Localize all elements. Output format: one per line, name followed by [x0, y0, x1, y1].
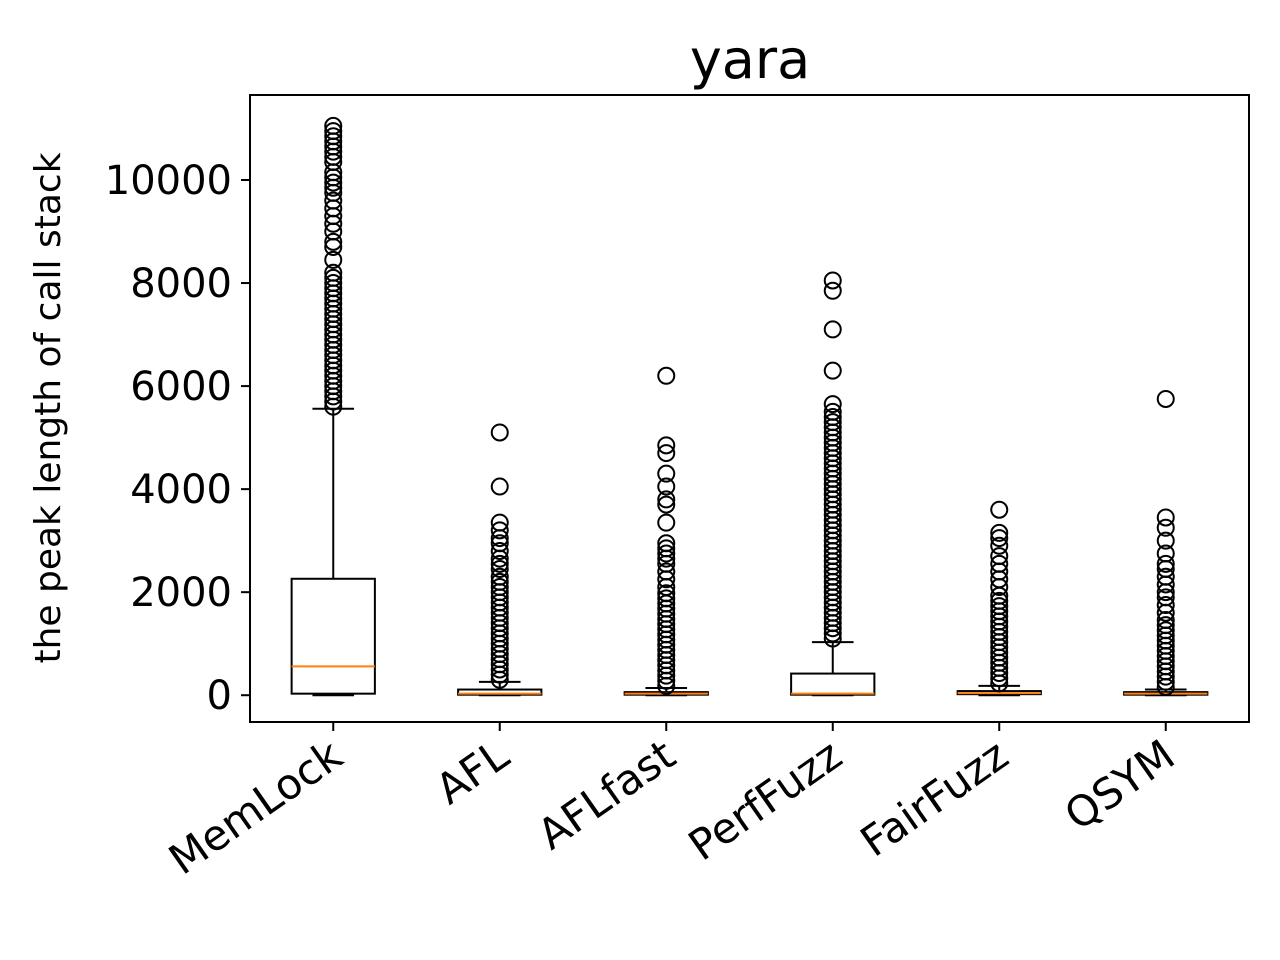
outlier-point	[490, 567, 509, 586]
outlier-point	[657, 444, 676, 463]
y-tick-label: 10000	[105, 158, 232, 204]
outlier-point	[490, 521, 509, 540]
outlier-point	[990, 597, 1009, 616]
outlier-point	[324, 268, 343, 287]
outlier-point	[657, 513, 676, 532]
outlier-point	[324, 122, 343, 141]
outlier-point	[490, 578, 509, 597]
outlier-point	[657, 534, 676, 553]
outlier-point	[823, 402, 842, 421]
outlier-point	[490, 534, 509, 553]
outlier-point	[657, 584, 676, 603]
outlier-point	[490, 559, 509, 578]
outlier-point	[657, 477, 676, 496]
y-tick-label: 4000	[130, 467, 232, 513]
outlier-point	[990, 554, 1009, 573]
outlier-point	[657, 495, 676, 514]
outlier-point	[1156, 610, 1175, 629]
y-tick-label: 2000	[130, 570, 232, 616]
outlier-point	[823, 271, 842, 290]
outlier-point	[657, 436, 676, 455]
outlier-point	[1156, 621, 1175, 640]
x-tick-label: FairFuzz	[852, 730, 1017, 866]
outlier-point	[823, 320, 842, 339]
outlier-point	[324, 116, 343, 135]
outlier-point	[657, 544, 676, 563]
outlier-point	[1156, 588, 1175, 607]
box-iqr	[790, 672, 876, 696]
chart-title: yara	[690, 28, 810, 91]
x-tick-label: PerfFuzz	[680, 730, 851, 870]
y-tick-label: 0	[207, 673, 232, 719]
outlier-point	[490, 572, 509, 591]
outlier-point	[1156, 508, 1175, 527]
outlier-point	[657, 539, 676, 558]
x-tick-label: MemLock	[160, 730, 351, 885]
outlier-point	[990, 529, 1009, 548]
box-iqr	[457, 688, 543, 696]
outlier-point	[1156, 531, 1175, 550]
outlier-point	[490, 513, 509, 532]
outlier-point	[657, 464, 676, 483]
outlier-point	[990, 547, 1009, 566]
outlier-point	[490, 554, 509, 573]
outlier-point	[490, 423, 509, 442]
outlier-point	[324, 274, 343, 293]
outlier-point	[823, 281, 842, 300]
x-tick-label: QSYM	[1056, 730, 1184, 840]
outlier-point	[990, 523, 1009, 542]
outlier-point	[990, 591, 1009, 610]
outlier-point	[324, 232, 343, 251]
outlier-point	[1156, 544, 1175, 563]
outlier-point	[324, 127, 343, 146]
box-iqr	[290, 577, 376, 695]
outlier-point	[990, 536, 1009, 555]
outlier-point	[823, 395, 842, 414]
outlier-point	[657, 366, 676, 385]
outlier-point	[490, 477, 509, 496]
outlier-point	[324, 263, 343, 282]
outlier-point	[990, 500, 1009, 519]
outlier-point	[657, 562, 676, 581]
y-tick-label: 8000	[130, 261, 232, 307]
axes-frame	[249, 94, 1250, 723]
outlier-point	[1156, 567, 1175, 586]
outlier-point	[657, 589, 676, 608]
y-axis-label: the peak length of call stack	[28, 152, 69, 663]
outlier-point	[324, 191, 343, 210]
outlier-point	[1156, 554, 1175, 573]
outlier-point	[324, 173, 343, 192]
outlier-point	[823, 408, 842, 427]
x-tick-label: AFLfast	[529, 730, 684, 859]
outlier-point	[1156, 596, 1175, 615]
outlier-point	[1156, 389, 1175, 408]
outlier-point	[657, 490, 676, 509]
plot-area: 0 2000 4000 6000 8000 10000 MemLock AFL AFLfastP…	[105, 116, 1209, 885]
x-tick-label: AFL	[427, 730, 518, 814]
outlier-point	[823, 413, 842, 432]
outlier-point	[1156, 518, 1175, 537]
outlier-point	[823, 361, 842, 380]
outlier-point	[1156, 616, 1175, 635]
y-tick-label: 6000	[130, 364, 232, 410]
outlier-point	[324, 250, 343, 269]
outlier-point	[490, 541, 509, 560]
